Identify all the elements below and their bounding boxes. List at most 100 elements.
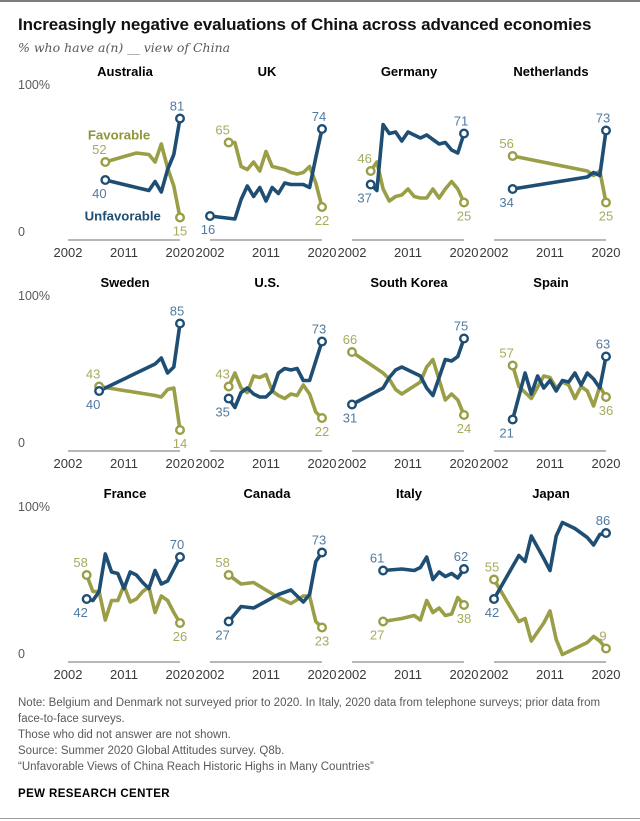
- favorable-end-marker: [458, 197, 469, 208]
- chart-cell-canada: Canada 2002 2011 2020 58 23 27 73: [196, 485, 338, 686]
- unfavorable-end-marker: [174, 552, 185, 563]
- x-tick-label: 2002: [196, 667, 225, 682]
- x-tick-label: 2002: [338, 456, 367, 471]
- favorable-start-value-label: 43: [86, 367, 100, 382]
- favorable-start-value-label: 58: [215, 555, 229, 570]
- chart-title-japan: Japan: [532, 486, 570, 502]
- chart-cell-spain: Spain 2002 2011 2020 57 36 21 63: [480, 274, 622, 475]
- chart-uk: 2002 2011 2020 65 22 16 74: [196, 109, 337, 260]
- favorable-line: [226, 141, 324, 210]
- unfavorable-line: [492, 521, 608, 602]
- unfavorable-start-marker: [365, 179, 376, 190]
- brand-pew-research-center: PEW RESEARCH CENTER: [18, 787, 171, 800]
- unfavorable-end-marker: [600, 528, 611, 539]
- chart-cell-netherlands: Netherlands 2002 2011 2020 56 25 34 73: [480, 63, 622, 264]
- unfavorable-end-marker: [458, 128, 469, 139]
- unfavorable-start-marker: [100, 175, 111, 186]
- x-tick-label: 2020: [592, 245, 621, 260]
- favorable-start-value-label: 52: [92, 142, 106, 157]
- x-tick-label: 2002: [338, 245, 367, 260]
- favorable-start-marker: [488, 574, 499, 585]
- unfavorable-start-value-label: 42: [485, 605, 499, 620]
- favorable-start-marker: [378, 616, 389, 627]
- unfavorable-line: [381, 555, 466, 582]
- favorable-end-marker: [600, 197, 611, 208]
- chart-cell-australia: Australia 100% 0 2002 2011 2020 52 15 40 81 Favora…: [18, 63, 196, 264]
- favorable-start-marker: [81, 570, 92, 581]
- favorable-end-value-label: 25: [457, 209, 471, 224]
- x-tick-label: 2020: [450, 667, 479, 682]
- unfavorable-start-marker: [346, 399, 357, 410]
- chart-title-sweden: Sweden: [100, 275, 150, 291]
- unfavorable-start-value-label: 27: [215, 628, 229, 643]
- unfavorable-start-marker: [81, 594, 92, 605]
- chart-title-u-s: U.S.: [254, 275, 280, 291]
- unfavorable-end-value-label: 81: [170, 99, 184, 114]
- favorable-series-label: Favorable: [88, 128, 150, 143]
- unfavorable-start-marker: [94, 386, 105, 397]
- note-line-2: Those who did not answer are not shown.: [18, 729, 231, 742]
- note-line-4: “Unfavorable Views of China Reach Histor…: [18, 760, 374, 773]
- x-tick-label: 2002: [338, 667, 367, 682]
- chart-netherlands: 2002 2011 2020 56 25 34 73: [480, 111, 621, 261]
- unfavorable-start-value-label: 40: [86, 397, 100, 412]
- unfavorable-end-value-label: 86: [596, 513, 610, 528]
- chart-italy: 2002 2011 2020 27 38 61 62: [338, 549, 479, 682]
- favorable-end-marker: [600, 392, 611, 403]
- unfavorable-end-value-label: 74: [312, 109, 326, 124]
- unfavorable-end-marker: [174, 113, 185, 124]
- unfavorable-start-marker: [488, 594, 499, 605]
- favorable-end-value-label: 9: [599, 629, 606, 644]
- top-divider: [0, 0, 640, 2]
- unfavorable-start-value-label: 16: [201, 222, 215, 237]
- unfavorable-end-marker: [316, 547, 327, 558]
- favorable-start-marker: [100, 157, 111, 168]
- favorable-end-value-label: 14: [173, 436, 187, 451]
- unfavorable-start-marker: [378, 565, 389, 576]
- favorable-start-value-label: 27: [370, 628, 384, 643]
- favorable-end-marker: [458, 600, 469, 611]
- x-tick-label: 2002: [54, 245, 83, 260]
- x-tick-label: 2002: [196, 245, 225, 260]
- x-tick-label: 2011: [536, 456, 564, 471]
- page-content: Increasingly negative evaluations of Chi…: [0, 15, 640, 808]
- favorable-end-value-label: 25: [599, 209, 613, 224]
- x-tick-label: 2011: [536, 667, 564, 682]
- x-tick-label: 2020: [592, 667, 621, 682]
- unfavorable-line: [226, 340, 324, 410]
- unfavorable-end-value-label: 73: [312, 533, 326, 548]
- favorable-end-value-label: 24: [457, 421, 471, 436]
- note-line-3: Source: Summer 2020 Global Attitudes sur…: [18, 744, 285, 757]
- unfavorable-start-value-label: 61: [370, 551, 384, 566]
- x-tick-label: 2011: [394, 667, 422, 682]
- favorable-start-value-label: 66: [343, 332, 357, 347]
- chart-cell-u-s: U.S. 2002 2011 2020 43 22 35 73: [196, 274, 338, 475]
- x-tick-label: 2020: [166, 667, 195, 682]
- unfavorable-start-value-label: 31: [343, 411, 357, 426]
- chart-cell-germany: Germany 2002 2011 2020 46 25 37 71: [338, 63, 480, 264]
- x-tick-label: 2002: [480, 667, 509, 682]
- chart-cell-south-korea: South Korea 2002 2011 2020 66 24 31 75: [338, 274, 480, 475]
- x-tick-label: 2011: [110, 245, 138, 260]
- favorable-start-value-label: 55: [485, 560, 499, 575]
- favorable-line: [510, 154, 608, 205]
- y-axis-top-label: 100%: [18, 500, 50, 515]
- x-tick-label: 2020: [308, 456, 337, 471]
- chart-germany: 2002 2011 2020 46 25 37 71: [338, 114, 479, 261]
- unfavorable-start-marker: [223, 616, 234, 627]
- unfavorable-series-label: Unfavorable: [85, 209, 161, 224]
- x-tick-label: 2002: [480, 456, 509, 471]
- favorable-end-value-label: 36: [599, 403, 613, 418]
- x-tick-label: 2011: [252, 667, 280, 682]
- x-tick-label: 2002: [196, 456, 225, 471]
- unfavorable-end-marker: [600, 125, 611, 136]
- unfavorable-start-value-label: 40: [92, 186, 106, 201]
- charts-grid: Australia 100% 0 2002 2011 2020 52 15 40 81 Favora…: [18, 63, 622, 686]
- chart-title-south-korea: South Korea: [370, 275, 448, 291]
- x-tick-label: 2002: [54, 456, 83, 471]
- unfavorable-end-value-label: 75: [454, 319, 468, 334]
- chart-title-uk: UK: [257, 64, 277, 80]
- unfavorable-end-marker: [316, 336, 327, 347]
- unfavorable-start-marker: [204, 211, 215, 222]
- footnotes: Note: Belgium and Denmark not surveyed p…: [18, 696, 622, 775]
